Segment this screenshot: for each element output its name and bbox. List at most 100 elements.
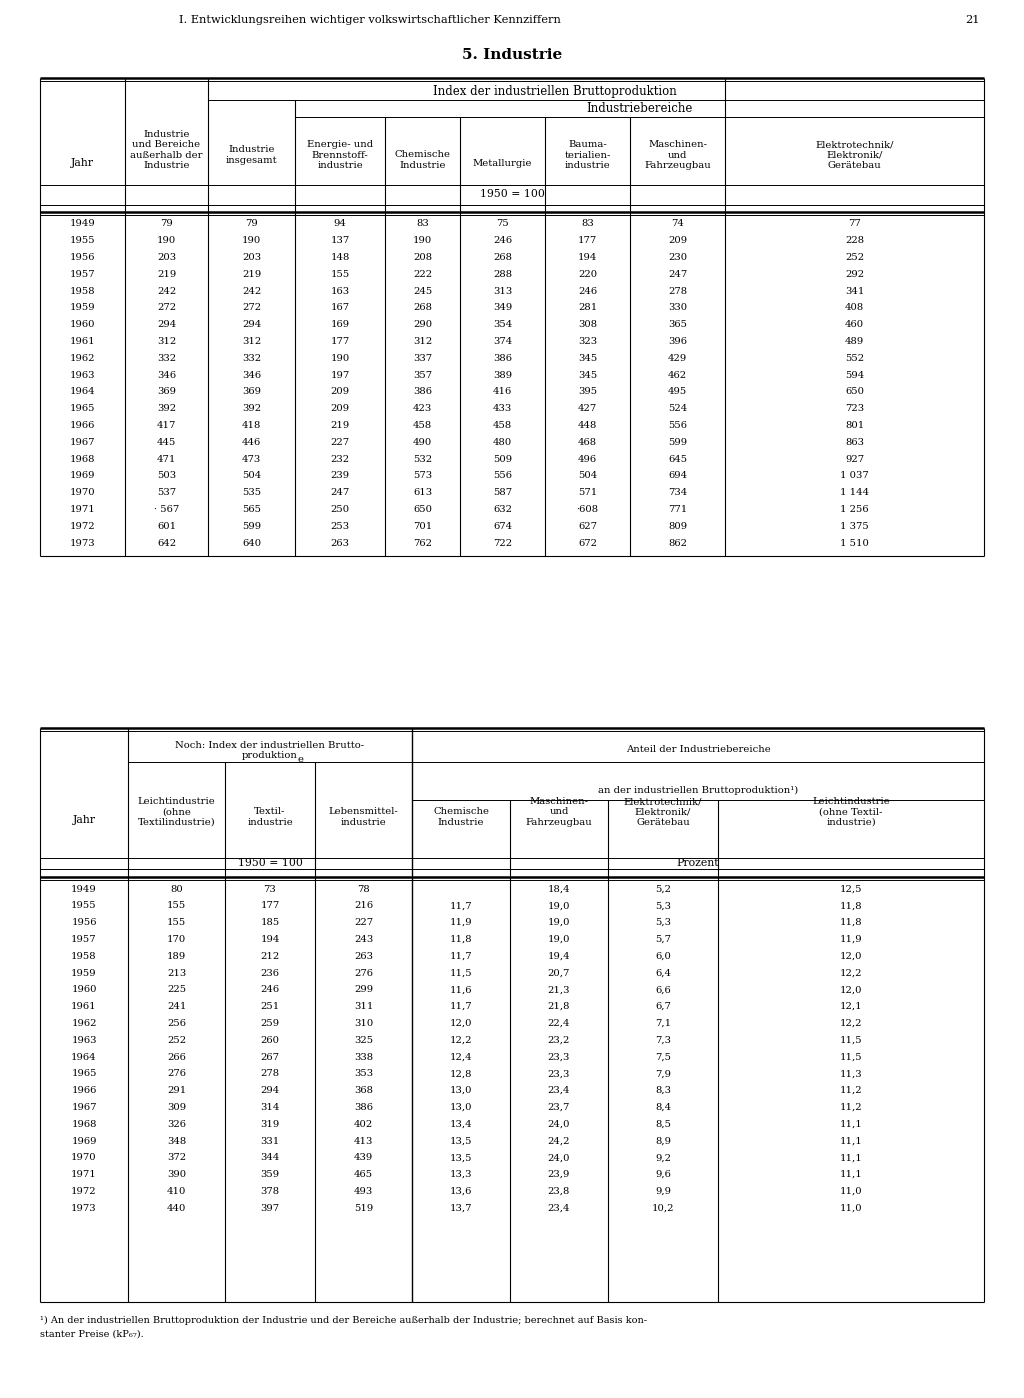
Text: 448: 448	[578, 421, 597, 431]
Text: 338: 338	[354, 1053, 373, 1061]
Text: 332: 332	[242, 354, 261, 363]
Text: 253: 253	[331, 521, 349, 531]
Text: 73: 73	[263, 885, 276, 893]
Text: 19,0: 19,0	[548, 918, 570, 927]
Text: 480: 480	[493, 438, 512, 447]
Text: 1 144: 1 144	[840, 488, 869, 498]
Text: 433: 433	[493, 404, 512, 414]
Text: 5,2: 5,2	[655, 885, 671, 893]
Text: 80: 80	[170, 885, 183, 893]
Text: 219: 219	[157, 270, 176, 278]
Text: 323: 323	[578, 337, 597, 347]
Text: 203: 203	[242, 253, 261, 261]
Text: 1957: 1957	[72, 935, 97, 944]
Text: Chemische
Industrie: Chemische Industrie	[394, 151, 451, 169]
Text: ¹) An der industriellen Bruttoproduktion der Industrie und der Bereiche außerhal: ¹) An der industriellen Bruttoproduktion…	[40, 1316, 647, 1324]
Text: 389: 389	[493, 370, 512, 380]
Text: 212: 212	[260, 952, 280, 960]
Text: 571: 571	[578, 488, 597, 498]
Text: 247: 247	[331, 488, 349, 498]
Text: 386: 386	[493, 354, 512, 363]
Text: 314: 314	[260, 1103, 280, 1111]
Text: 312: 312	[242, 337, 261, 347]
Text: 490: 490	[413, 438, 432, 447]
Text: 722: 722	[493, 538, 512, 548]
Text: 7,9: 7,9	[655, 1069, 671, 1078]
Text: 83: 83	[416, 219, 429, 228]
Text: Noch: Index der industriellen Brutto-: Noch: Index der industriellen Brutto-	[175, 741, 365, 749]
Text: 1973: 1973	[70, 538, 95, 548]
Text: 13,0: 13,0	[450, 1086, 472, 1095]
Text: 252: 252	[167, 1036, 186, 1044]
Text: 535: 535	[242, 488, 261, 498]
Text: produktion: produktion	[242, 752, 298, 761]
Text: Maschinen-
und
Fahrzeugbau: Maschinen- und Fahrzeugbau	[644, 140, 711, 171]
Text: 294: 294	[242, 320, 261, 330]
Text: 809: 809	[668, 521, 687, 531]
Text: 1971: 1971	[70, 505, 95, 514]
Text: 24,0: 24,0	[548, 1153, 570, 1162]
Text: 74: 74	[671, 219, 684, 228]
Text: 11,5: 11,5	[840, 1053, 862, 1061]
Text: 345: 345	[578, 354, 597, 363]
Text: 7,1: 7,1	[655, 1019, 671, 1028]
Text: 13,5: 13,5	[450, 1153, 472, 1162]
Text: 427: 427	[578, 404, 597, 414]
Text: 5. Industrie: 5. Industrie	[462, 48, 562, 62]
Text: 11,0: 11,0	[840, 1204, 862, 1212]
Text: 155: 155	[167, 902, 186, 910]
Text: 263: 263	[354, 952, 373, 960]
Text: 20,7: 20,7	[548, 969, 570, 977]
Text: 416: 416	[493, 387, 512, 397]
Text: 197: 197	[331, 370, 349, 380]
Text: 458: 458	[493, 421, 512, 431]
Text: Index der industriellen Bruttoproduktion: Index der industriellen Bruttoproduktion	[432, 84, 677, 98]
Text: 208: 208	[413, 253, 432, 261]
Text: stanter Preise (kP₆₇).: stanter Preise (kP₆₇).	[40, 1329, 143, 1338]
Text: 23,7: 23,7	[548, 1103, 570, 1111]
Text: 12,0: 12,0	[840, 952, 862, 960]
Text: 228: 228	[845, 236, 864, 245]
Text: e: e	[297, 755, 303, 765]
Text: 1964: 1964	[70, 387, 95, 397]
Text: 1967: 1967	[72, 1103, 96, 1111]
Text: 6,0: 6,0	[655, 952, 671, 960]
Text: Industrie
insgesamt: Industrie insgesamt	[225, 145, 278, 165]
Text: 640: 640	[242, 538, 261, 548]
Text: 78: 78	[357, 885, 370, 893]
Text: 504: 504	[578, 471, 597, 481]
Text: 1950 = 100: 1950 = 100	[479, 189, 545, 199]
Text: 6,7: 6,7	[655, 1002, 671, 1011]
Text: 1949: 1949	[71, 885, 97, 893]
Text: 627: 627	[578, 521, 597, 531]
Text: 1957: 1957	[70, 270, 95, 278]
Text: 77: 77	[848, 219, 861, 228]
Text: 1959: 1959	[70, 303, 95, 313]
Text: 445: 445	[157, 438, 176, 447]
Text: 495: 495	[668, 387, 687, 397]
Text: 12,8: 12,8	[450, 1069, 472, 1078]
Text: 489: 489	[845, 337, 864, 347]
Text: Leichtindustrie
(ohne Textil-
industrie): Leichtindustrie (ohne Textil- industrie)	[812, 797, 890, 826]
Text: 1956: 1956	[72, 918, 96, 927]
Text: 369: 369	[242, 387, 261, 397]
Text: 24,0: 24,0	[548, 1120, 570, 1128]
Text: 190: 190	[157, 236, 176, 245]
Text: 701: 701	[413, 521, 432, 531]
Text: 1960: 1960	[70, 320, 95, 330]
Text: 390: 390	[167, 1170, 186, 1179]
Text: 7,5: 7,5	[655, 1053, 671, 1061]
Text: 418: 418	[242, 421, 261, 431]
Text: 762: 762	[413, 538, 432, 548]
Text: 1972: 1972	[70, 521, 95, 531]
Text: 11,7: 11,7	[450, 952, 472, 960]
Text: 386: 386	[413, 387, 432, 397]
Text: 294: 294	[157, 320, 176, 330]
Text: 599: 599	[242, 521, 261, 531]
Text: 1 375: 1 375	[840, 521, 869, 531]
Text: 369: 369	[157, 387, 176, 397]
Text: 177: 177	[260, 902, 280, 910]
Text: 1958: 1958	[72, 952, 97, 960]
Text: 12,5: 12,5	[840, 885, 862, 893]
Text: 12,2: 12,2	[840, 969, 862, 977]
